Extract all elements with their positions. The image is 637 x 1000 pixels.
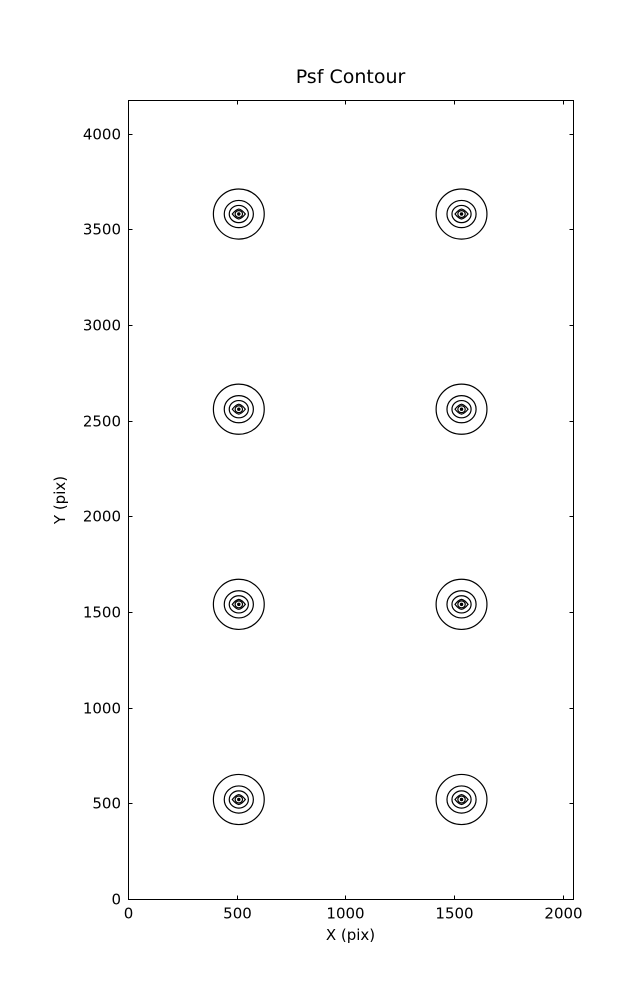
psf-core-dot [459, 602, 464, 607]
y-tick-label: 3500 [83, 221, 121, 239]
psf-core-dot [459, 407, 464, 411]
y-tick-label: 500 [92, 795, 121, 813]
plot-border [128, 100, 574, 900]
psf-contour-ring-eye [454, 598, 469, 610]
psf-contour-ring-eye [231, 403, 247, 415]
psf-contour-ring [228, 204, 249, 224]
psf-contour-blob [212, 383, 265, 435]
psf-contour-ring [228, 399, 249, 419]
psf-contour-blob [212, 578, 265, 631]
x-tick-label: 1500 [435, 905, 473, 923]
psf-contour-ring [212, 578, 265, 631]
psf-core-dot [237, 602, 241, 607]
psf-contour-ring [435, 578, 488, 631]
psf-contour-ring [446, 199, 477, 229]
y-tick-label: 4000 [83, 126, 121, 144]
psf-contour-ring-eye [454, 793, 469, 806]
x-tick-label: 1000 [326, 905, 364, 923]
psf-contour-ring-eye [231, 208, 247, 220]
x-axis-label: X (pix) [325, 926, 376, 944]
x-tick-label: 0 [124, 905, 134, 923]
psf-contour-ring [451, 595, 472, 614]
y-tick-label: 0 [111, 891, 121, 909]
psf-core-dot [459, 212, 464, 216]
psf-contour-ring [451, 790, 472, 809]
psf-contour-ring [446, 785, 477, 814]
psf-contour-blob [435, 188, 488, 240]
psf-core-dot [237, 797, 241, 802]
psf-contour-ring [223, 590, 254, 619]
y-axis-label: Y (pix) [51, 475, 69, 525]
psf-contour-ring [446, 590, 477, 619]
psf-contour-ring [435, 383, 488, 435]
y-tick-label: 2500 [83, 413, 121, 431]
psf-contour-ring [223, 785, 254, 814]
psf-contour-ring [212, 383, 265, 435]
psf-contour-ring [451, 399, 472, 419]
psf-contour-ring [212, 773, 265, 826]
psf-contour-ring [234, 209, 244, 219]
psf-contour-ring [228, 790, 249, 809]
psf-contour-ring [234, 405, 244, 414]
x-tick-label: 2000 [544, 905, 582, 923]
x-tick-label: 500 [223, 905, 252, 923]
psf-core-dot [237, 212, 241, 216]
psf-core-dot [459, 797, 464, 802]
psf-contour-blob [435, 578, 488, 631]
psf-contour-ring-eye [231, 793, 247, 806]
psf-contour-blob [212, 773, 265, 826]
psf-core-dot [237, 407, 241, 411]
psf-contour-ring-eye [454, 208, 469, 220]
chart-title: Psf Contour [295, 66, 406, 88]
y-tick-label: 2000 [83, 508, 121, 526]
psf-contour-ring [223, 199, 254, 229]
psf-contour-ring [435, 773, 488, 826]
psf-contour-ring-eye [231, 598, 247, 610]
psf-contour-ring [451, 204, 472, 224]
psf-contour-ring [457, 795, 466, 804]
psf-contour-ring [457, 600, 466, 609]
psf-contour-ring [446, 395, 477, 424]
y-tick-label: 1500 [83, 604, 121, 622]
psf-contour-ring [234, 795, 244, 804]
psf-contour-ring [435, 188, 488, 240]
psf-contour-ring-eye [454, 403, 469, 415]
psf-contour-blob [212, 188, 265, 240]
psf-contour-ring [212, 188, 265, 240]
psf-contour-ring [457, 209, 466, 219]
psf-contour-ring [223, 395, 254, 424]
y-tick-label: 1000 [83, 700, 121, 718]
psf-contour-ring [228, 595, 249, 614]
psf-contour-blob [435, 773, 488, 826]
y-tick-label: 3000 [83, 317, 121, 335]
psf-contour-ring [234, 600, 244, 609]
psf-contour-blob [435, 383, 488, 435]
psf-contour-ring [457, 405, 466, 414]
